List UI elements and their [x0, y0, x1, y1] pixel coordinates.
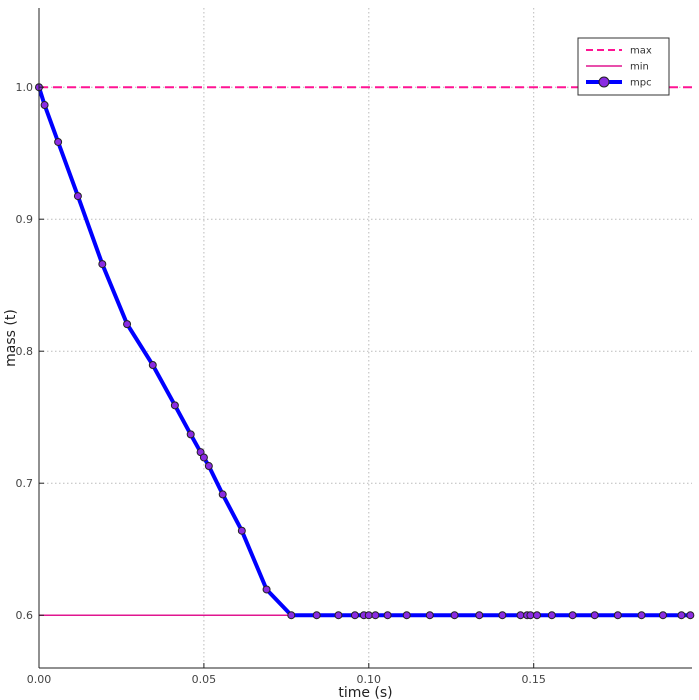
series-mpc-point [637, 611, 646, 620]
legend-max-label: max [630, 46, 652, 57]
series-mpc-point [123, 320, 132, 329]
series-mpc-point [312, 611, 321, 620]
series-mpc-point [402, 611, 411, 620]
series-mpc-point [364, 611, 373, 620]
y-tick-label: 0.7 [16, 477, 34, 490]
series-mpc-point [73, 192, 82, 201]
series-mpc-point [54, 137, 63, 146]
series-mpc-point [350, 611, 359, 620]
series-mpc-point [218, 490, 227, 499]
series-mpc-point [450, 611, 459, 620]
x-tick-label: 0.05 [192, 673, 217, 686]
legend-mpc-marker [598, 76, 610, 88]
ticks: 0.00 0.05 0.10 0.15 0.6 0.7 0.8 0.9 1.0 [16, 81, 546, 686]
y-tick-label: 0.9 [16, 213, 34, 226]
series-mpc-point [658, 611, 667, 620]
series-mpc-point [526, 611, 535, 620]
series-mpc-point [613, 611, 622, 620]
x-tick-label: 0.00 [27, 673, 52, 686]
y-axis-title: mass (t) [3, 309, 19, 367]
series-mpc-point [262, 585, 271, 594]
series-mpc-point [677, 611, 686, 620]
series-mpc-point [334, 611, 343, 620]
legend: max min mpc [577, 37, 670, 96]
series-mpc-point [170, 401, 179, 410]
plot-series [35, 83, 695, 620]
x-tick-label: 0.10 [357, 673, 382, 686]
series-mpc-point [475, 611, 484, 620]
x-axis-title: time (s) [338, 685, 392, 700]
series-mpc-point [98, 260, 107, 269]
series-mpc-point [40, 101, 49, 110]
legend-min-label: min [630, 62, 649, 73]
x-tick-label: 0.15 [521, 673, 546, 686]
series-mpc-point [186, 430, 195, 439]
series-mpc-point [516, 611, 525, 620]
series-mpc-point [287, 611, 296, 620]
series-mpc-point [590, 611, 599, 620]
axes [38, 8, 692, 669]
y-tick-label: 0.8 [16, 345, 34, 358]
series-mpc-point [568, 611, 577, 620]
y-tick-label: 0.6 [16, 609, 34, 622]
series-mpc-point [199, 453, 208, 462]
series-mpc-point [498, 611, 507, 620]
series-mpc-point [686, 611, 695, 620]
y-tick-label: 1.0 [16, 81, 34, 94]
legend-mpc-label: mpc [630, 78, 652, 89]
series-mpc-point [204, 462, 213, 471]
series-mpc-point [383, 611, 392, 620]
series-mpc-point [148, 361, 157, 370]
series-mpc-point [425, 611, 434, 620]
series-mpc-line [37, 86, 691, 618]
series-mpc-point [371, 611, 380, 620]
series-mpc-point [547, 611, 556, 620]
series-mpc-point [532, 611, 541, 620]
series-mpc-point [237, 526, 246, 535]
